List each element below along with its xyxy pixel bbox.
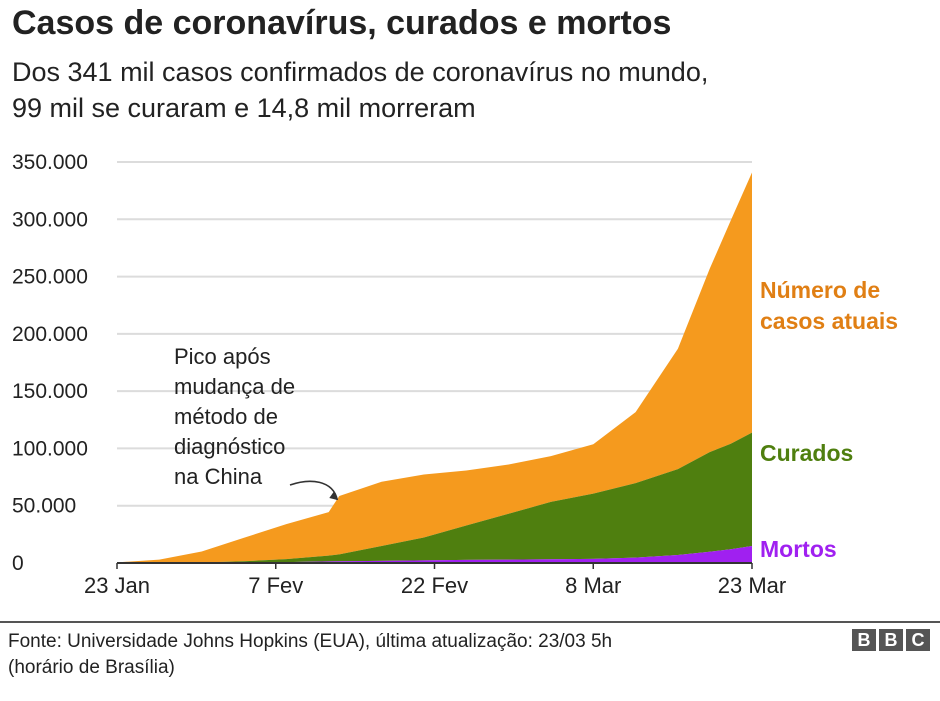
series-label-line: Curados <box>760 440 853 466</box>
y-tick-label: 0 <box>12 552 24 575</box>
annotation-line: diagnóstico <box>174 434 285 459</box>
y-tick-label: 50.000 <box>12 495 76 518</box>
annotation-arrowhead <box>329 491 338 500</box>
subtitle-line-2: 99 mil se curaram e 14,8 mil morreram <box>12 93 476 123</box>
subtitle-line-1: Dos 341 mil casos confirmados de coronav… <box>12 57 709 87</box>
y-tick-label: 100.000 <box>12 437 88 460</box>
annotation-line: método de <box>174 404 278 429</box>
area-series-0 <box>117 546 752 563</box>
annotation-text: Pico após mudança de método de diagnóstico n… <box>174 344 295 489</box>
y-tick-label: 350.000 <box>12 151 88 174</box>
bbc-logo-letter: C <box>906 629 930 651</box>
area-series-1 <box>117 432 752 563</box>
series-label-line: Número de <box>760 277 880 303</box>
x-tick-label: 23 Mar <box>718 573 786 598</box>
chart-title: Casos de coronavírus, curados e mortos <box>12 4 672 42</box>
annotation-line: mudança de <box>174 374 295 399</box>
x-tick-label: 22 Fev <box>401 573 468 598</box>
bbc-logo: B B C <box>852 629 930 651</box>
y-tick-label: 200.000 <box>12 323 88 346</box>
bbc-logo-letter: B <box>852 629 876 651</box>
x-tick-label: 7 Fev <box>248 573 303 598</box>
source-note: Fonte: Universidade Johns Hopkins (EUA),… <box>8 629 828 681</box>
annotation: Pico após mudança de método de diagnóstico n… <box>174 344 339 501</box>
area-series <box>117 172 752 563</box>
annotation-line: Pico após <box>174 344 271 369</box>
series-label-line: Mortos <box>760 536 837 562</box>
axes: 0 50.000 100.000 150.000 200.000 250.000 300.0… <box>12 151 786 598</box>
y-tick-label: 300.000 <box>12 208 88 231</box>
series-label-line: casos atuais <box>760 308 898 334</box>
x-tick-label: 23 Jan <box>84 573 150 598</box>
source-line-2: (horário de Brasília) <box>8 657 175 678</box>
series-label-0: Mortos <box>760 536 837 562</box>
x-tick-label: 8 Mar <box>565 573 621 598</box>
bbc-logo-letter: B <box>879 629 903 651</box>
y-tick-label: 250.000 <box>12 266 88 289</box>
chart-subtitle: Dos 341 mil casos confirmados de coronav… <box>12 54 912 126</box>
series-labels: Mortos Curados Número de casos atuais <box>760 277 898 562</box>
source-line-1: Fonte: Universidade Johns Hopkins (EUA),… <box>8 631 613 652</box>
stacked-area-chart: 0 50.000 100.000 150.000 200.000 250.000 300.0… <box>12 151 898 598</box>
annotation-line: na China <box>174 464 263 489</box>
area-series-2 <box>117 172 752 563</box>
footer-divider <box>0 621 940 623</box>
series-label-2: Número de casos atuais <box>760 277 898 334</box>
series-label-1: Curados <box>760 440 853 466</box>
y-tick-label: 150.000 <box>12 380 88 403</box>
